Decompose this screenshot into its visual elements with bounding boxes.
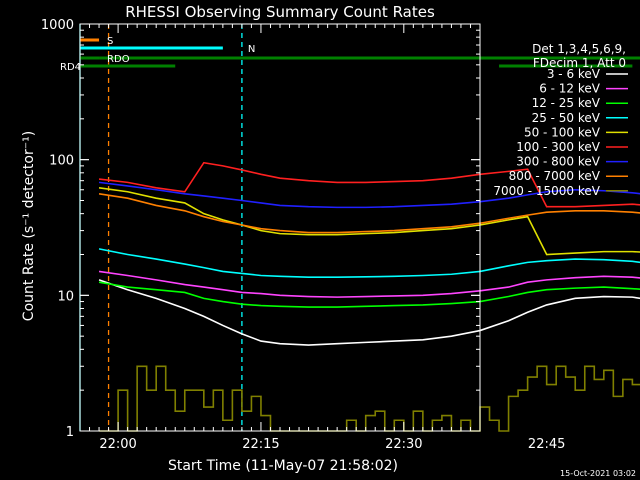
- x-tick-label: 22:00: [99, 437, 136, 452]
- legend-entry-50-100-kev: 50 - 100 keV: [524, 125, 601, 139]
- legend-entry-6-12-kev: 6 - 12 keV: [539, 82, 601, 96]
- flag-label-rdo: RDO: [107, 54, 130, 65]
- series-layer: [98, 161, 640, 432]
- legend: Det 1,3,4,5,6,9,FDecim 1, Att 03 - 6 keV…: [493, 42, 628, 198]
- flag-label-rd4: RD4: [60, 62, 81, 73]
- legend-entry-300-800-kev: 300 - 800 keV: [516, 155, 600, 169]
- x-tick-label: 22:45: [528, 437, 565, 452]
- legend-entry-800-7000-kev: 800 - 7000 keV: [509, 169, 601, 183]
- series-line-12-25-kev: [98, 281, 640, 308]
- series-line-100-300-kev: [98, 161, 640, 208]
- legend-header-2: FDecim 1, Att 0: [533, 56, 626, 70]
- x-axis-label: Start Time (11-May-07 21:58:02): [168, 458, 398, 474]
- legend-entry-25-50-kev: 25 - 50 keV: [532, 111, 601, 125]
- legend-entry-100-300-kev: 100 - 300 keV: [516, 140, 600, 154]
- series-line-50-100-kev: [98, 187, 640, 256]
- chart-title: RHESSI Observing Summary Count Rates: [125, 3, 435, 21]
- legend-entry-7000-15000-kev: 7000 - 15000 keV: [493, 184, 600, 198]
- y-axis-label: Count Rate (s⁻¹ detector⁻¹): [21, 131, 37, 321]
- series-line-800-7000-kev: [98, 193, 640, 234]
- y-tick-label: 10: [57, 289, 74, 304]
- series-line-300-800-kev: [98, 181, 640, 209]
- footer-timestamp: 15-Oct-2021 03:02: [560, 469, 636, 478]
- flag-label-s: S: [107, 36, 113, 47]
- y-tick-label: 1000: [41, 18, 74, 33]
- legend-entry-3-6-kev: 3 - 6 keV: [547, 67, 601, 81]
- legend-entry-12-25-kev: 12 - 25 keV: [532, 96, 601, 110]
- series-line-3-6-kev: [98, 279, 640, 346]
- x-tick-label: 22:15: [242, 437, 279, 452]
- series-line-6-12-kev: [98, 270, 640, 298]
- series-line-25-50-kev: [98, 248, 640, 279]
- y-tick-label: 100: [49, 154, 74, 169]
- legend-header-1: Det 1,3,4,5,6,9,: [532, 42, 626, 56]
- axis-ticks: 22:0022:1522:3022:4523:0023:1523:3011010…: [41, 18, 565, 452]
- flag-label-n: N: [248, 44, 255, 55]
- y-tick-label: 1: [66, 425, 74, 440]
- x-tick-label: 22:30: [385, 437, 422, 452]
